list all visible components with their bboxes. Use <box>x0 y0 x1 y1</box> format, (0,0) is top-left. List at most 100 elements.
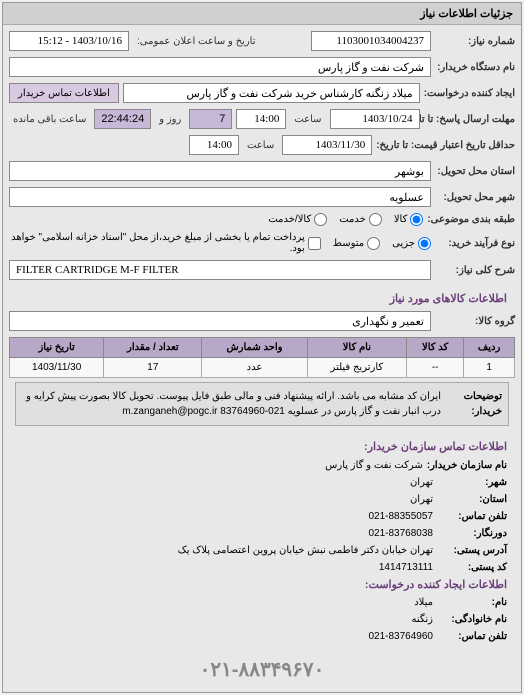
th-name: نام کالا <box>307 338 407 358</box>
buyer-note-box: توضیحات خریدار: ایران کد مشابه می باشد. … <box>15 382 509 426</box>
td-unit: عدد <box>202 358 307 378</box>
contact-title: اطلاعات تماس سازمان خریدار: <box>17 438 507 457</box>
items-section-title: اطلاعات کالاهای مورد نیاز <box>9 286 515 311</box>
radio-goods-service[interactable]: کالا/خدمت <box>268 213 327 226</box>
row-request-no: شماره نیاز: تاریخ و ساعت اعلان عمومی: <box>9 31 515 51</box>
contact-city-value: تهران <box>410 474 433 491</box>
table-head: ردیف کد کالا نام کالا واحد شمارش تعداد /… <box>10 338 515 358</box>
announce-label: تاریخ و ساعت اعلان عمومی: <box>133 36 260 47</box>
org-input[interactable] <box>9 57 431 77</box>
purchase-radio-group: جزیی متوسط پرداخت تمام یا بخشی از مبلغ خ… <box>9 232 431 254</box>
deadline-date-input[interactable] <box>330 109 420 129</box>
creator-lname-label: نام خانوادگی: <box>437 611 507 628</box>
th-code: کد کالا <box>407 338 464 358</box>
contact-postal-value: 1414713111 <box>379 559 433 576</box>
desc-input[interactable] <box>9 260 431 280</box>
row-purchase-type: نوع فرآیند خرید: جزیی متوسط پرداخت تمام … <box>9 232 515 254</box>
org-label: نام دستگاه خریدار: <box>435 62 515 73</box>
creator-input[interactable] <box>123 83 420 103</box>
group-input[interactable] <box>9 311 431 331</box>
contact-fax-value: 021-83768038 <box>368 525 433 542</box>
contact-province-label: استان: <box>437 491 507 508</box>
contact-buyer-button[interactable]: اطلاعات تماس خریدار <box>9 83 119 103</box>
radio-medium-label: متوسط <box>333 238 364 249</box>
valid-time-input[interactable] <box>189 135 239 155</box>
panel-header: جزئیات اطلاعات نیاز <box>3 3 521 25</box>
form-section: شماره نیاز: تاریخ و ساعت اعلان عمومی: نا… <box>3 25 521 692</box>
day-and-label: روز و <box>155 114 185 125</box>
td-code: -- <box>407 358 464 378</box>
td-date: 1403/11/30 <box>10 358 104 378</box>
category-label: طبقه بندی موضوعی: <box>427 214 515 225</box>
row-desc: شرح کلی نیاز: <box>9 260 515 280</box>
radio-service-input[interactable] <box>369 213 382 226</box>
radio-goods-service-input[interactable] <box>314 213 327 226</box>
contact-address-row: آدرس پستی: تهران خیابان دکتر فاطمی نبش خ… <box>17 542 507 559</box>
creator-name-row: نام: میلاد <box>17 594 507 611</box>
row-group: گروه کالا: <box>9 311 515 331</box>
creator-name-value: میلاد <box>414 594 433 611</box>
details-panel: جزئیات اطلاعات نیاز شماره نیاز: تاریخ و … <box>2 2 522 693</box>
contact-postal-row: کد پستی: 1414713111 <box>17 559 507 576</box>
contact-city-label: شهر: <box>437 474 507 491</box>
group-label: گروه کالا: <box>435 316 515 327</box>
creator-label: ایجاد کننده درخواست: <box>424 88 515 99</box>
creator-phone-row: تلفن تماس: 021-83764960 <box>17 628 507 645</box>
table-body: 1 -- کارتریج فیلتر عدد 17 1403/11/30 <box>10 358 515 378</box>
creator-lname-row: نام خانوادگی: زنگنه <box>17 611 507 628</box>
province-label: استان محل تحویل: <box>435 166 515 177</box>
td-name: کارتریج فیلتر <box>307 358 407 378</box>
announce-input[interactable] <box>9 31 129 51</box>
remain-time-box: 22:44:24 <box>94 109 151 129</box>
creator-phone-value: 021-83764960 <box>368 628 433 645</box>
remain-label: ساعت باقی مانده <box>9 114 90 125</box>
contact-city-row: شهر: تهران <box>17 474 507 491</box>
desc-label: شرح کلی نیاز: <box>435 265 515 276</box>
row-province: استان محل تحویل: <box>9 161 515 181</box>
contact-province-value: تهران <box>410 491 433 508</box>
radio-medium-input[interactable] <box>367 237 380 250</box>
row-valid: حداقل تاریخ اعتبار قیمت: تا تاریخ: ساعت <box>9 135 515 155</box>
radio-goods-label: کالا <box>394 214 408 225</box>
radio-service[interactable]: خدمت <box>339 213 382 226</box>
radio-small[interactable]: جزیی <box>392 237 431 250</box>
check-partial[interactable]: پرداخت تمام یا بخشی از مبلغ خرید،از محل … <box>9 232 321 254</box>
contact-org-label: نام سازمان خریدار: <box>427 457 507 474</box>
radio-medium[interactable]: متوسط <box>333 237 380 250</box>
contact-address-value: تهران خیابان دکتر فاطمی نبش خیابان پروین… <box>178 542 433 559</box>
valid-date-input[interactable] <box>282 135 372 155</box>
contact-address-label: آدرس پستی: <box>437 542 507 559</box>
city-label: شهر محل تحویل: <box>435 192 515 203</box>
contact-fax-label: دورنگار: <box>437 525 507 542</box>
deadline-time-input[interactable] <box>236 109 286 129</box>
creator-lname-value: زنگنه <box>411 611 433 628</box>
items-table: ردیف کد کالا نام کالا واحد شمارش تعداد /… <box>9 337 515 378</box>
creator-title: اطلاعات ایجاد کننده درخواست: <box>17 576 507 595</box>
contact-province-row: استان: تهران <box>17 491 507 508</box>
province-input[interactable] <box>9 161 431 181</box>
row-org: نام دستگاه خریدار: <box>9 57 515 77</box>
table-row: 1 -- کارتریج فیلتر عدد 17 1403/11/30 <box>10 358 515 378</box>
th-row: ردیف <box>464 338 515 358</box>
category-radio-group: کالا خدمت کالا/خدمت <box>268 213 423 226</box>
radio-goods[interactable]: کالا <box>394 213 424 226</box>
radio-service-label: خدمت <box>339 214 366 225</box>
radio-goods-service-label: کالا/خدمت <box>268 214 311 225</box>
radio-small-input[interactable] <box>418 237 431 250</box>
table-header-row: ردیف کد کالا نام کالا واحد شمارش تعداد /… <box>10 338 515 358</box>
request-no-input[interactable] <box>311 31 431 51</box>
buyer-note-text: ایران کد مشابه می باشد. ارائه پیشنهاد فن… <box>22 389 441 419</box>
contact-section: اطلاعات تماس سازمان خریدار: نام سازمان خ… <box>9 430 515 653</box>
row-deadline: مهلت ارسال پاسخ: تا تاریخ: ساعت 7 روز و … <box>9 109 515 129</box>
contact-phone-label: تلفن تماس: <box>437 508 507 525</box>
purchase-type-label: نوع فرآیند خرید: <box>435 238 515 249</box>
valid-label: حداقل تاریخ اعتبار قیمت: تا تاریخ: <box>376 140 515 151</box>
td-row: 1 <box>464 358 515 378</box>
request-no-label: شماره نیاز: <box>435 36 515 47</box>
deadline-label: مهلت ارسال پاسخ: تا تاریخ: <box>424 114 515 125</box>
city-input[interactable] <box>9 187 431 207</box>
contact-phone-row: تلفن تماس: 021-88355057 <box>17 508 507 525</box>
check-partial-input[interactable] <box>308 237 321 250</box>
row-city: شهر محل تحویل: <box>9 187 515 207</box>
radio-goods-input[interactable] <box>410 213 423 226</box>
